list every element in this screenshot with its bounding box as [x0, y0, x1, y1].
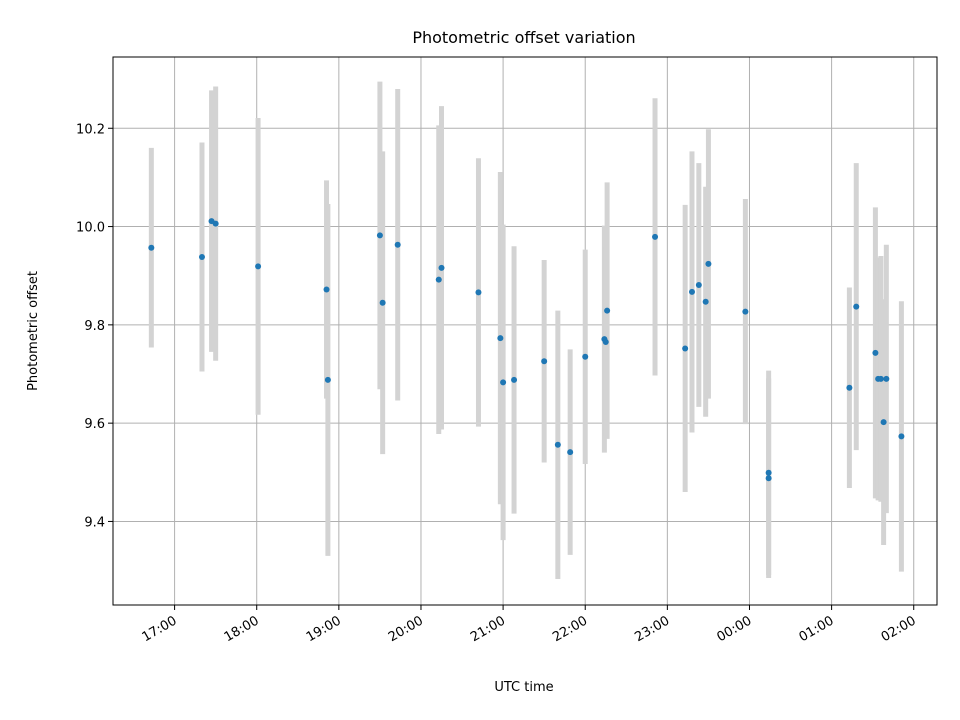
y-tick-label: 10.0: [76, 221, 105, 236]
data-point: [688, 288, 695, 295]
data-point: [652, 233, 659, 240]
data-point: [511, 376, 518, 383]
data-point: [323, 286, 330, 293]
data-point: [567, 449, 574, 456]
chart-title: Photometric offset variation: [412, 28, 635, 47]
y-tick-label: 9.6: [84, 417, 105, 432]
data-point: [435, 276, 442, 283]
data-point: [877, 375, 884, 382]
data-point: [376, 232, 383, 239]
data-point: [379, 299, 386, 306]
data-point: [394, 241, 401, 248]
data-points: [148, 218, 905, 482]
data-point: [705, 260, 712, 267]
y-tick-label: 9.8: [84, 319, 105, 334]
data-point: [255, 263, 262, 270]
data-point: [742, 308, 749, 315]
data-point: [765, 469, 772, 476]
grid: [113, 57, 937, 605]
data-point: [438, 264, 445, 271]
data-point: [198, 254, 205, 261]
data-point: [883, 375, 890, 382]
data-point: [846, 384, 853, 391]
data-point: [604, 307, 611, 314]
data-point: [475, 289, 482, 296]
data-point: [212, 220, 219, 227]
data-point: [898, 433, 905, 440]
y-axis-label: Photometric offset: [26, 271, 41, 391]
data-point: [541, 358, 548, 365]
x-axis-label: UTC time: [494, 680, 553, 695]
y-axis-ticks: 9.4 9.6 9.8 10.0 10.2: [76, 122, 113, 530]
data-point: [324, 376, 331, 383]
data-point: [500, 379, 507, 386]
data-point: [148, 244, 155, 251]
data-point: [853, 303, 860, 310]
data-point: [872, 349, 879, 356]
y-tick-label: 10.2: [76, 122, 105, 137]
data-point: [602, 339, 609, 346]
plot-frame: [112, 56, 938, 606]
data-point: [554, 441, 561, 448]
y-tick-label: 9.4: [84, 515, 105, 530]
data-point: [497, 335, 504, 342]
data-point: [765, 475, 772, 482]
data-point: [880, 419, 887, 426]
data-point: [682, 345, 689, 352]
data-point: [702, 298, 709, 305]
data-point: [582, 353, 589, 360]
data-point: [695, 282, 702, 289]
